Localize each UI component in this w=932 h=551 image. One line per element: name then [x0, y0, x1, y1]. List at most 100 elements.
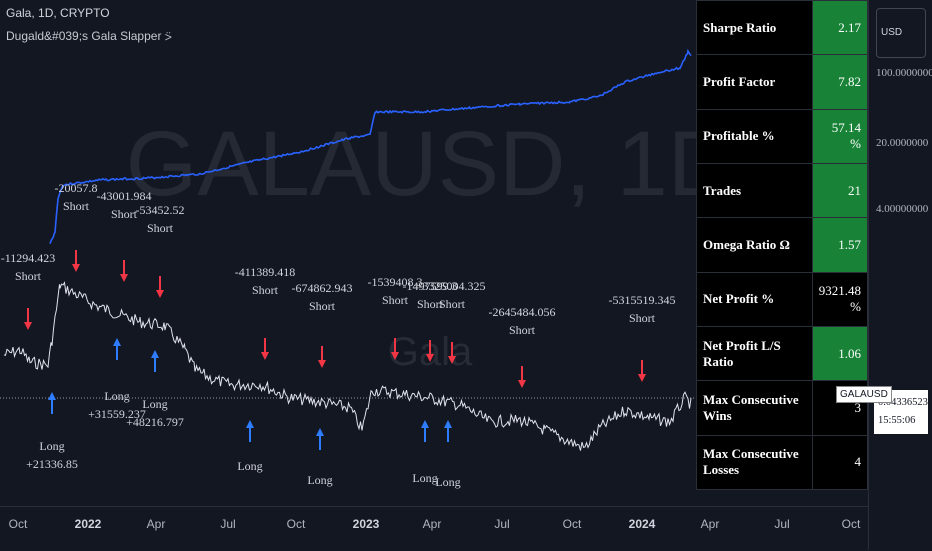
stats-row: Max Consecutive Losses 4	[696, 434, 869, 491]
time-tick: Oct	[841, 517, 861, 531]
stat-label: Net Profit L/S Ratio	[696, 325, 813, 382]
stat-value: 1.57	[811, 217, 869, 273]
equity-curve	[49, 48, 692, 244]
short-signal: Short -411389.418	[235, 265, 296, 360]
signal-label: Long	[307, 473, 332, 487]
short-signal: Short -20057.8	[55, 181, 98, 272]
time-tick: Jul	[774, 517, 790, 531]
stat-value: 9321.48 %	[811, 271, 869, 327]
symbol-title[interactable]: Gala, 1D, CRYPTO	[6, 6, 110, 20]
short-signal: Short -674862.943	[292, 281, 353, 368]
arrow-down-head-icon	[318, 360, 326, 368]
time-tick: Oct	[562, 517, 582, 531]
arrow-down-head-icon	[638, 374, 646, 382]
time-tick: Apr	[422, 517, 442, 531]
signal-label: Short	[63, 199, 90, 213]
arrow-down-head-icon	[72, 264, 80, 272]
arrow-up-head-icon	[444, 420, 452, 428]
arrow-down-head-icon	[156, 290, 164, 298]
signal-value: -20057.8	[55, 181, 98, 195]
signal-label: Short	[439, 297, 466, 311]
signal-label: Short	[15, 269, 42, 283]
signal-value: -1497599.3	[403, 279, 458, 293]
short-signal: Short -3325004.325	[419, 279, 486, 364]
long-signal: Long	[412, 420, 438, 485]
stats-row: Net Profit L/S Ratio 1.06	[696, 325, 869, 382]
long-signal: Long	[435, 420, 461, 489]
signal-label: Short	[111, 207, 138, 221]
price-tick: 100.0000000	[876, 67, 932, 79]
price-axis[interactable]	[868, 0, 932, 550]
stat-value: 4	[811, 434, 869, 491]
short-signal: Short -2645484.056	[489, 305, 556, 388]
signal-label: Long	[39, 439, 64, 453]
time-tick: 2023	[352, 517, 380, 531]
arrow-down-head-icon	[426, 354, 434, 362]
signal-value: -411389.418	[235, 265, 296, 279]
arrow-up-head-icon	[113, 338, 121, 346]
long-signal: Long +31559.237	[88, 338, 146, 421]
signal-value: +31559.237	[88, 407, 146, 421]
time-tick: Oct	[8, 517, 28, 531]
signal-label: Long	[412, 471, 437, 485]
arrow-down-head-icon	[518, 380, 526, 388]
signals-layer: Short -11294.423 Long +21336.85 Short -20057.…	[1, 181, 676, 489]
signal-label: Short	[309, 299, 336, 313]
signal-value: +48216.797	[126, 415, 184, 429]
short-signal: Short -1497599.3	[403, 279, 458, 362]
strategy-stats-table: Sharpe Ratio 2.17 Profit Factor 7.82 Profita…	[696, 0, 869, 491]
stats-row: Omega Ratio Ω 1.57	[696, 217, 869, 273]
arrow-up-head-icon	[421, 420, 429, 428]
long-signal: Long +48216.797	[126, 350, 184, 429]
chart-pane[interactable]: GALAUSD, 1D Gala Short-11294.423Long+213…	[0, 0, 868, 550]
stat-label: Profitable %	[696, 108, 813, 164]
stats-row: Profit Factor 7.82	[696, 54, 869, 110]
currency-selector[interactable]: USD	[876, 8, 926, 58]
time-tick: Jul	[220, 517, 236, 531]
stat-label: Max Consecutive Wins	[696, 380, 813, 436]
chart-header: Gala, 1D, CRYPTO Dugald&#039;s Gala Slap…	[6, 6, 172, 44]
price-line	[3, 281, 692, 451]
signal-label: Short	[629, 311, 656, 325]
time-tick: 2022	[74, 517, 102, 531]
signal-value: -674862.943	[292, 281, 353, 295]
short-signal: Short -5315519.345	[609, 293, 676, 382]
signal-value: -1539408.3	[368, 275, 423, 289]
time-axis[interactable]: Oct 2022 Apr Jul Oct 2023 Apr Jul Oct 2024 Apr Jul O…	[0, 506, 868, 551]
current-price-value: 0.04336523	[878, 397, 928, 408]
arrow-up-head-icon	[48, 392, 56, 400]
signal-value: -3325004.325	[419, 279, 486, 293]
arrow-down-head-icon	[391, 352, 399, 360]
arrow-up-head-icon	[151, 350, 159, 358]
price-tick: 4.00000000	[876, 203, 929, 215]
arrow-up-head-icon	[246, 420, 254, 428]
short-signal: Short -11294.423	[1, 251, 55, 330]
arrow-down-head-icon	[261, 352, 269, 360]
short-signal: Short -43001.984	[97, 189, 152, 282]
time-tick: 2024	[628, 517, 656, 531]
signal-label: Long	[142, 397, 167, 411]
stats-row: Net Profit % 9321.48 %	[696, 271, 869, 327]
stat-value: 7.82	[811, 54, 869, 110]
signal-label: Long	[435, 475, 460, 489]
signal-label: Long	[104, 389, 129, 403]
signal-value: -43001.984	[97, 189, 152, 203]
signal-value: -2645484.056	[489, 305, 556, 319]
signal-label: Short	[147, 221, 174, 235]
arrow-down-head-icon	[24, 322, 32, 330]
arrow-up-head-icon	[316, 428, 324, 436]
stat-label: Max Consecutive Losses	[696, 434, 813, 491]
long-signal: Long	[307, 428, 333, 487]
bar-countdown: 15:55:06	[878, 415, 916, 426]
indicator-title[interactable]: Dugald&#039;s Gala Slapper ⍩	[6, 29, 172, 43]
signal-label: Short	[252, 283, 279, 297]
stat-label: Trades	[696, 162, 813, 219]
stat-value: 1.06	[811, 325, 869, 382]
stats-row: Trades 21	[696, 162, 869, 219]
signal-label: Short	[417, 297, 444, 311]
long-signal: Long	[237, 420, 263, 473]
stat-value: 2.17	[811, 0, 869, 56]
signal-value: +21336.85	[26, 457, 78, 471]
time-tick: Oct	[286, 517, 306, 531]
